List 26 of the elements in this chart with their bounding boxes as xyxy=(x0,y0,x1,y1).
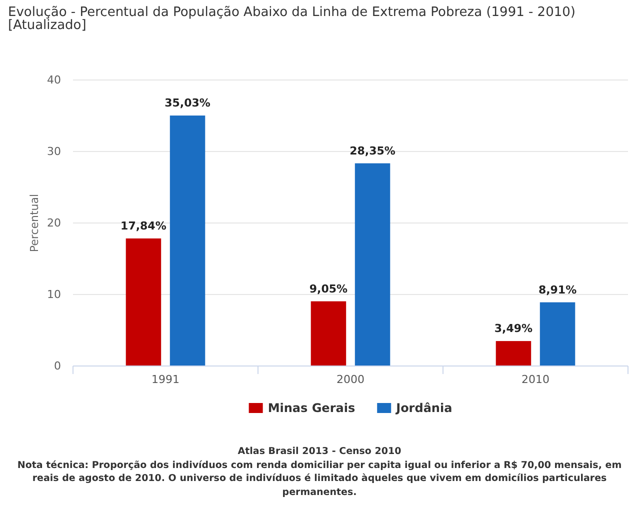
x-tick-label: 2010 xyxy=(522,372,550,386)
y-tick-label: 10 xyxy=(47,288,61,302)
data-label: 3,49% xyxy=(494,322,533,336)
bar xyxy=(126,238,162,366)
y-tick-label: 40 xyxy=(47,74,61,87)
chart-title: Evolução - Percentual da População Abaixo da Linha de Extrema Pobreza (1991 - 2010) [Atualizado] xyxy=(8,5,576,33)
y-tick-label: 20 xyxy=(47,216,61,230)
y-axis-title: Percentual xyxy=(28,194,41,252)
bar xyxy=(496,341,532,366)
bar xyxy=(170,116,206,366)
x-tick-label: 2000 xyxy=(336,372,364,386)
y-tick-label: 0 xyxy=(54,360,61,373)
data-label: 17,84% xyxy=(120,219,166,232)
data-label: 9,05% xyxy=(309,282,348,296)
bar xyxy=(540,302,576,366)
data-label: 28,35% xyxy=(350,144,396,158)
bar xyxy=(310,301,346,366)
x-tick-label: 1991 xyxy=(152,372,180,386)
legend-label: Minas Gerais xyxy=(268,401,356,415)
legend-label: Jordânia xyxy=(395,401,452,415)
bar xyxy=(354,163,390,366)
y-tick-label: 30 xyxy=(47,145,61,158)
text: Nota técnica: Proporção dos indivíduos com renda domiciliar per capita igual ou inferior a R$ 70,00 mensais, em reais de agosto de 2010. O universo de indivíduos é limitado àqueles que vivem em domicílios particulares permanentes. xyxy=(16,458,623,499)
data-label: 8,91% xyxy=(538,283,577,296)
text: Atlas Brasil 2013 - Censo 2010 xyxy=(236,445,402,458)
data-label: 35,03% xyxy=(164,96,210,110)
